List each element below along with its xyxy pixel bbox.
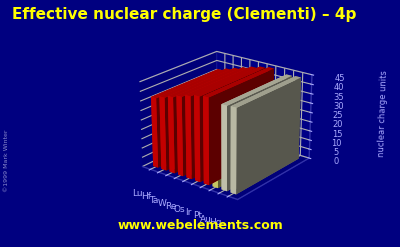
Text: www.webelements.com: www.webelements.com [117, 219, 283, 232]
Text: ©1999 Mark Winter: ©1999 Mark Winter [4, 129, 9, 192]
Text: Effective nuclear charge (Clementi) – 4p: Effective nuclear charge (Clementi) – 4p [12, 7, 356, 22]
